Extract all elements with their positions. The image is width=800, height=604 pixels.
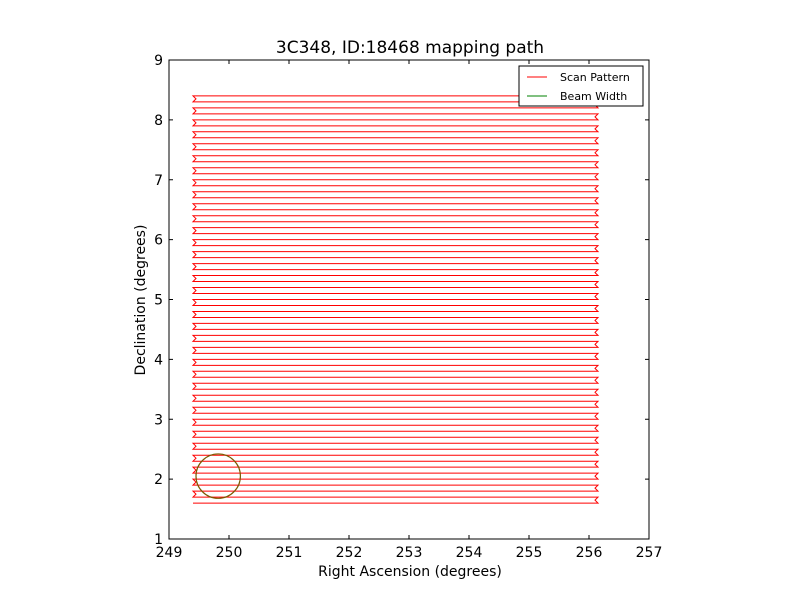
y-axis-label: Declination (degrees) xyxy=(133,225,149,376)
x-tick-label: 253 xyxy=(396,545,423,561)
chart-title: 3C348, ID:18468 mapping path xyxy=(276,38,544,58)
y-tick-label: 2 xyxy=(154,472,163,488)
x-tick-label: 251 xyxy=(276,545,303,561)
y-tick-label: 9 xyxy=(154,53,163,69)
x-tick-label: 254 xyxy=(456,545,483,561)
x-tick-label: 252 xyxy=(336,545,363,561)
legend: Scan Pattern Beam Width xyxy=(518,65,644,107)
beam-width-circle xyxy=(195,453,242,499)
y-tick-label: 6 xyxy=(154,233,163,249)
x-tick-label: 255 xyxy=(516,545,543,561)
x-axis-label: Right Ascension (degrees) xyxy=(318,564,502,580)
x-tick-label: 250 xyxy=(216,545,243,561)
legend-label: Beam Width xyxy=(560,90,627,103)
scan-pattern-line xyxy=(191,95,600,504)
x-tick-label: 256 xyxy=(576,545,603,561)
legend-box xyxy=(518,65,644,107)
y-tick-label: 7 xyxy=(154,173,163,189)
legend-label: Scan Pattern xyxy=(560,71,630,84)
y-tick-label: 3 xyxy=(154,412,163,428)
x-tick-label: 249 xyxy=(156,545,183,561)
y-tick-label: 8 xyxy=(154,113,163,129)
y-tick-label: 5 xyxy=(154,293,163,309)
plot-area: 249 250 251 252 253 254 255 256 257 1 2 3 4 5 6 7 8 9 Scan… xyxy=(154,53,662,561)
y-tick-label: 4 xyxy=(154,352,163,368)
y-tick-label: 1 xyxy=(154,532,163,548)
x-tick-label: 257 xyxy=(636,545,663,561)
